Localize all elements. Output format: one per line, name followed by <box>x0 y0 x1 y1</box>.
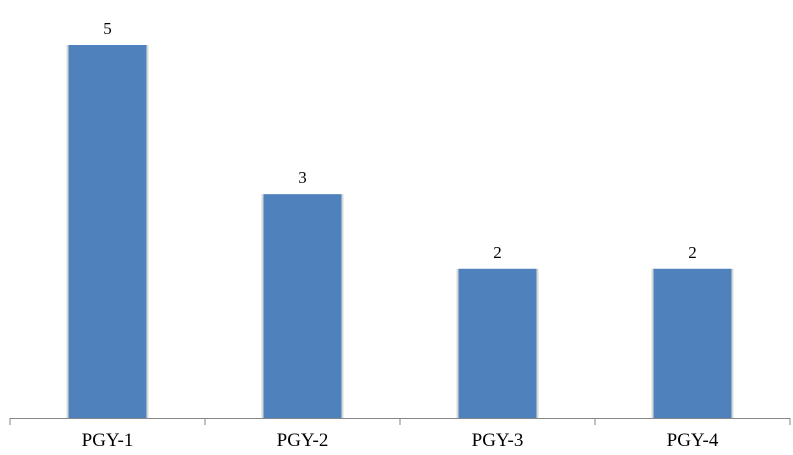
x-tick-label-pgy-1: PGY-1 <box>82 430 134 451</box>
x-axis-ticks <box>9 418 791 425</box>
bar-pgy-1 <box>68 45 147 418</box>
x-tick-label-pgy-2: PGY-2 <box>277 430 329 451</box>
x-tick-label-pgy-3: PGY-3 <box>472 430 524 451</box>
bar-pgy-4 <box>653 268 732 418</box>
bar-pgy-2 <box>263 194 342 418</box>
x-tick-label-pgy-4: PGY-4 <box>667 430 719 451</box>
data-label-pgy-4: 2 <box>688 243 697 262</box>
data-label-pgy-1: 5 <box>103 19 112 38</box>
bar-pgy-3 <box>458 268 537 418</box>
data-label-pgy-3: 2 <box>493 243 502 262</box>
plot-area: 5 3 2 2 <box>66 19 734 418</box>
data-label-pgy-2: 3 <box>298 168 307 187</box>
x-axis-tick-labels: PGY-1 PGY-2 PGY-3 PGY-4 <box>82 430 719 451</box>
